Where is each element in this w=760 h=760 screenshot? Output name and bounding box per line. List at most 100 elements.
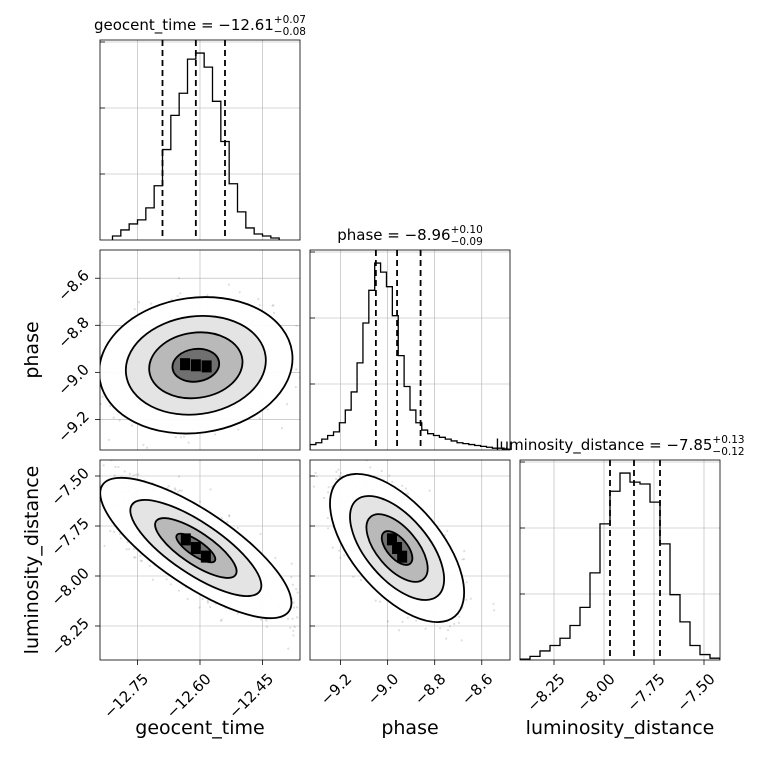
scatter-point bbox=[265, 619, 268, 622]
scatter-point bbox=[401, 620, 404, 624]
scatter-point bbox=[151, 578, 154, 581]
scatter-point bbox=[325, 654, 327, 656]
scatter-point bbox=[68, 414, 70, 416]
scatter-point bbox=[131, 424, 134, 427]
scatter-point bbox=[258, 304, 261, 307]
scatter-point bbox=[176, 490, 179, 493]
scatter-point bbox=[227, 515, 231, 518]
axes-frame bbox=[519, 459, 721, 661]
scatter-point bbox=[238, 291, 241, 294]
scatter-point bbox=[463, 549, 466, 553]
scatter-point bbox=[142, 443, 145, 446]
grid bbox=[310, 250, 510, 450]
scatter-point bbox=[287, 647, 290, 650]
density-peak bbox=[180, 358, 191, 371]
scatter-point bbox=[206, 601, 209, 604]
panel-phase-luminosity_distance bbox=[309, 459, 511, 661]
scatter-point bbox=[86, 345, 88, 347]
scatter-point bbox=[374, 599, 377, 602]
contour-2 bbox=[124, 314, 267, 416]
scatter-point bbox=[209, 488, 212, 491]
title-plus: +0.10 bbox=[451, 224, 483, 236]
scatter-point bbox=[75, 462, 77, 464]
scatter-point bbox=[461, 558, 464, 561]
scatter-point bbox=[96, 328, 98, 330]
scatter-point bbox=[292, 606, 295, 609]
scatter-point bbox=[94, 342, 96, 344]
scatter-point bbox=[117, 466, 120, 469]
scatter-point bbox=[93, 494, 95, 496]
axes-frame bbox=[309, 249, 511, 451]
hist-panel-phase bbox=[309, 249, 511, 451]
scatter-point bbox=[187, 441, 190, 444]
scatter-point bbox=[180, 489, 183, 492]
scatter-point bbox=[457, 621, 460, 625]
scatter-point bbox=[289, 626, 292, 629]
scatter-point bbox=[118, 532, 121, 536]
scatter-point bbox=[101, 395, 104, 398]
scatter-point bbox=[406, 616, 409, 619]
scatter-point bbox=[82, 500, 84, 502]
scatter-point bbox=[103, 544, 106, 548]
scatter-point bbox=[259, 532, 262, 536]
panel-content bbox=[312, 460, 496, 642]
contour-1 bbox=[154, 517, 238, 579]
grid bbox=[520, 460, 720, 660]
scatter-point bbox=[322, 496, 325, 500]
scatter-point bbox=[227, 283, 230, 286]
scatter-point bbox=[137, 301, 141, 304]
panel-geocent_time-luminosity_distance bbox=[75, 434, 371, 666]
scatter-point bbox=[302, 385, 304, 387]
scatter-point bbox=[236, 612, 239, 615]
scatter-point bbox=[93, 396, 95, 398]
scatter-point bbox=[182, 435, 186, 438]
scatter-point bbox=[343, 554, 346, 557]
scatter-point bbox=[296, 616, 299, 619]
scatter-point bbox=[198, 606, 201, 609]
scatter-point bbox=[173, 487, 176, 490]
scatter-point bbox=[295, 368, 298, 371]
grid bbox=[100, 40, 300, 240]
scatter-point bbox=[113, 530, 116, 534]
scatter-point bbox=[300, 365, 302, 367]
scatter-point bbox=[93, 403, 95, 405]
scatter-point bbox=[463, 558, 466, 561]
scatter-point bbox=[220, 517, 223, 520]
scatter-point bbox=[177, 589, 180, 592]
scatter-point bbox=[446, 529, 449, 532]
scatter-point bbox=[272, 304, 275, 307]
scatter-point bbox=[400, 484, 404, 487]
scatter-point bbox=[109, 530, 112, 533]
scatter-point bbox=[327, 527, 330, 530]
density-peak bbox=[190, 542, 201, 554]
title-name: phase = −8.96 bbox=[337, 226, 450, 244]
scatter-point bbox=[97, 528, 99, 530]
scatter-point bbox=[301, 615, 303, 617]
scatter-point bbox=[280, 427, 284, 430]
scatter-point bbox=[97, 481, 99, 483]
scatter-point bbox=[314, 471, 317, 475]
scatter-point bbox=[266, 408, 269, 411]
scatter-point bbox=[292, 634, 295, 637]
scatter-point bbox=[133, 556, 136, 559]
histogram-geocent_time bbox=[111, 52, 280, 240]
title-plus: +0.07 bbox=[274, 14, 306, 26]
scatter-point bbox=[295, 606, 299, 609]
contour-0 bbox=[175, 532, 217, 564]
scatter-point bbox=[258, 417, 261, 420]
scatter-point bbox=[114, 434, 116, 436]
scatter-point bbox=[388, 474, 391, 477]
scatter-point bbox=[125, 548, 128, 551]
scatter-point bbox=[469, 597, 472, 600]
scatter-point bbox=[415, 619, 418, 622]
scatter-point bbox=[178, 277, 181, 280]
scatter-point bbox=[96, 370, 98, 372]
scatter-point bbox=[445, 637, 448, 640]
scatter-point bbox=[369, 664, 371, 666]
scatter-point bbox=[139, 559, 142, 562]
scatter-point bbox=[186, 597, 189, 601]
scatter-point bbox=[112, 416, 115, 419]
scatter-point bbox=[286, 617, 290, 620]
scatter-point bbox=[337, 468, 340, 471]
scatter-point bbox=[286, 403, 289, 406]
